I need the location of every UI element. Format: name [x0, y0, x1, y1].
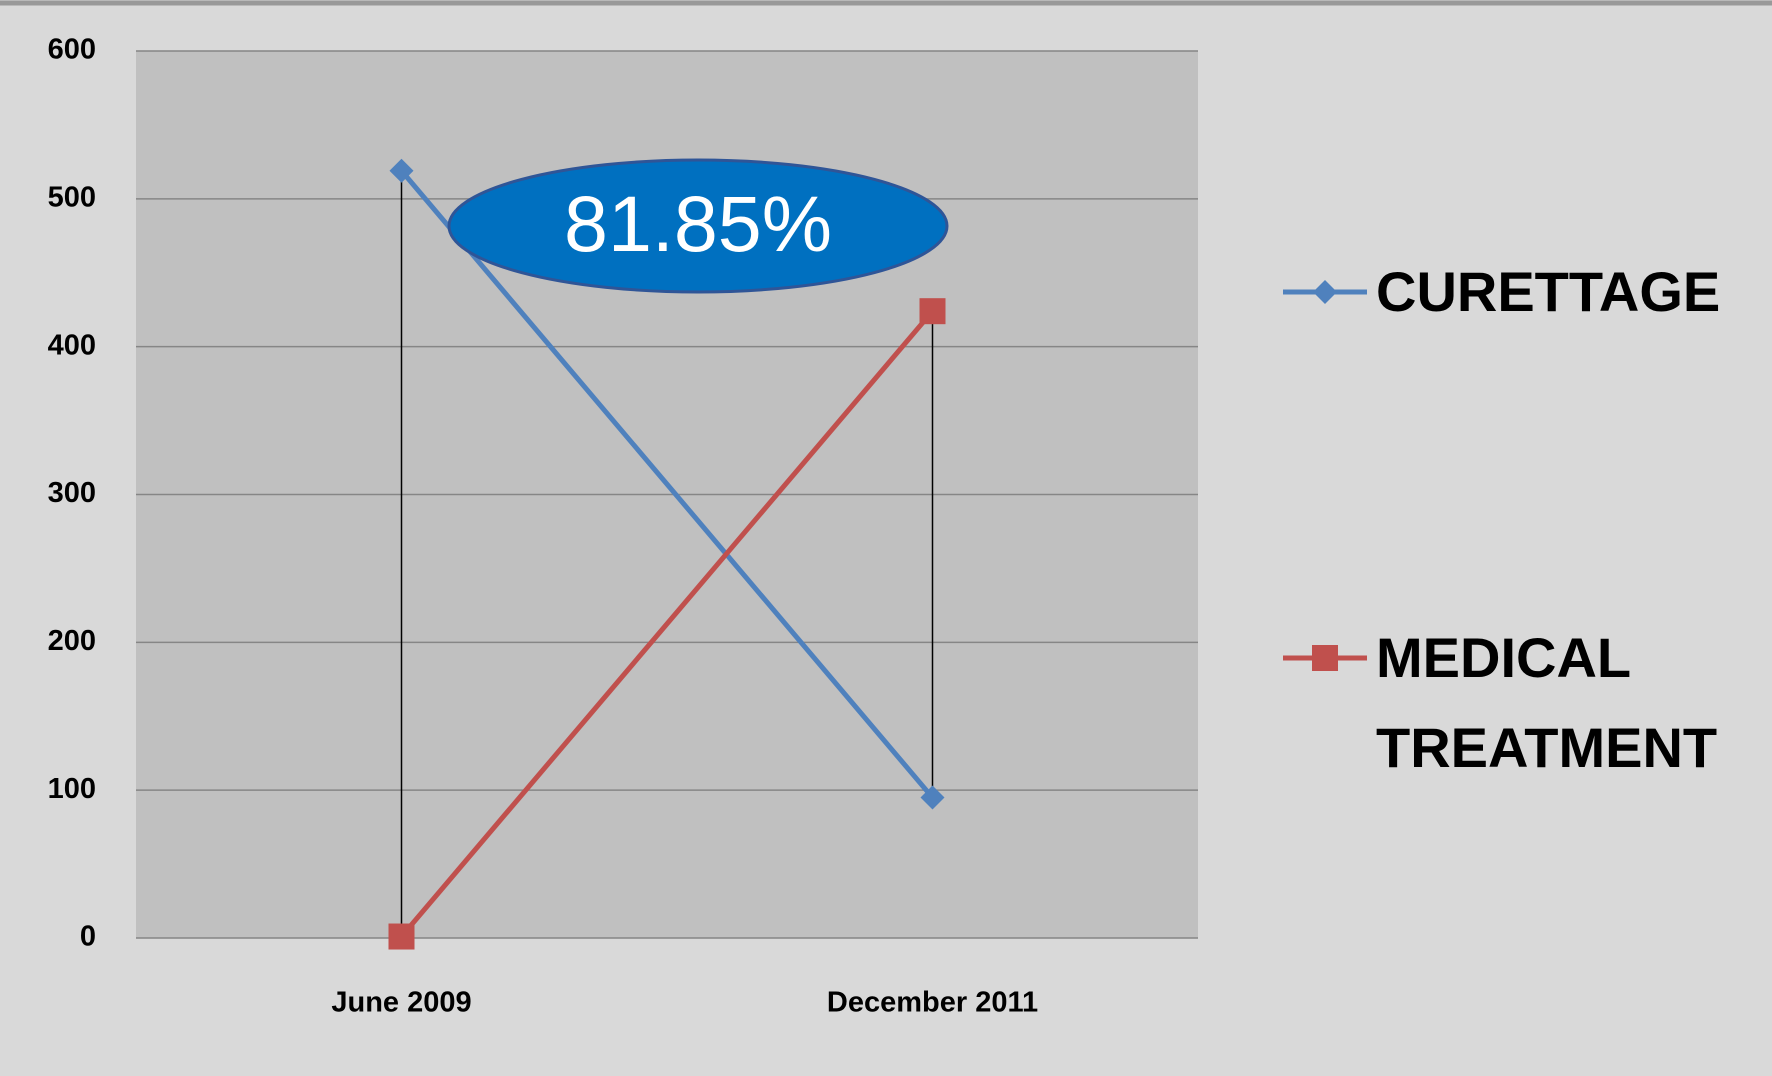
y-tick-label: 100	[48, 773, 96, 805]
x-tick-label: December 2011	[827, 987, 1038, 1019]
legend-entry: MEDICAL TREATMENT	[1376, 626, 1718, 779]
y-tick-label: 600	[48, 34, 96, 66]
annotation: 81.85%	[564, 179, 832, 268]
line	[399, 169, 935, 800]
y-tick-label: 0	[80, 921, 96, 953]
marker	[389, 158, 414, 183]
y-tick-label: 400	[48, 329, 96, 361]
line	[399, 309, 935, 939]
marker	[920, 785, 945, 810]
legend-marker	[1313, 280, 1337, 304]
legend-entry: CURETTAGE	[1376, 260, 1721, 323]
marker	[388, 923, 415, 950]
annotation-bubble	[447, 158, 949, 294]
y-tick-label: 200	[48, 625, 96, 657]
legend-marker	[1312, 645, 1338, 671]
y-tick-label: 500	[48, 181, 96, 213]
y-tick-label: 300	[48, 477, 96, 509]
x-tick-label: June 2009	[331, 987, 471, 1019]
marker	[919, 298, 946, 325]
